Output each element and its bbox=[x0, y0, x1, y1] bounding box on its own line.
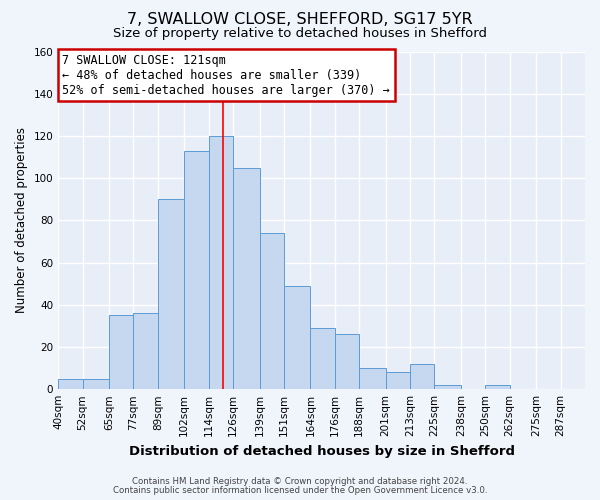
Text: Contains public sector information licensed under the Open Government Licence v3: Contains public sector information licen… bbox=[113, 486, 487, 495]
Bar bbox=[58, 378, 83, 389]
Bar bbox=[410, 364, 434, 389]
Bar bbox=[335, 334, 359, 389]
Bar bbox=[260, 233, 284, 389]
Bar bbox=[158, 199, 184, 389]
Text: 7, SWALLOW CLOSE, SHEFFORD, SG17 5YR: 7, SWALLOW CLOSE, SHEFFORD, SG17 5YR bbox=[127, 12, 473, 28]
Bar bbox=[359, 368, 386, 389]
Bar bbox=[485, 385, 510, 389]
Bar bbox=[184, 150, 209, 389]
X-axis label: Distribution of detached houses by size in Shefford: Distribution of detached houses by size … bbox=[128, 444, 515, 458]
Bar bbox=[386, 372, 410, 389]
Bar bbox=[209, 136, 233, 389]
Bar bbox=[133, 313, 158, 389]
Text: 7 SWALLOW CLOSE: 121sqm
← 48% of detached houses are smaller (339)
52% of semi-d: 7 SWALLOW CLOSE: 121sqm ← 48% of detache… bbox=[62, 54, 390, 96]
Text: Contains HM Land Registry data © Crown copyright and database right 2024.: Contains HM Land Registry data © Crown c… bbox=[132, 477, 468, 486]
Bar bbox=[83, 378, 109, 389]
Bar bbox=[284, 286, 310, 389]
Bar bbox=[434, 385, 461, 389]
Bar bbox=[310, 328, 335, 389]
Bar bbox=[233, 168, 260, 389]
Y-axis label: Number of detached properties: Number of detached properties bbox=[15, 128, 28, 314]
Text: Size of property relative to detached houses in Shefford: Size of property relative to detached ho… bbox=[113, 28, 487, 40]
Bar bbox=[109, 316, 133, 389]
